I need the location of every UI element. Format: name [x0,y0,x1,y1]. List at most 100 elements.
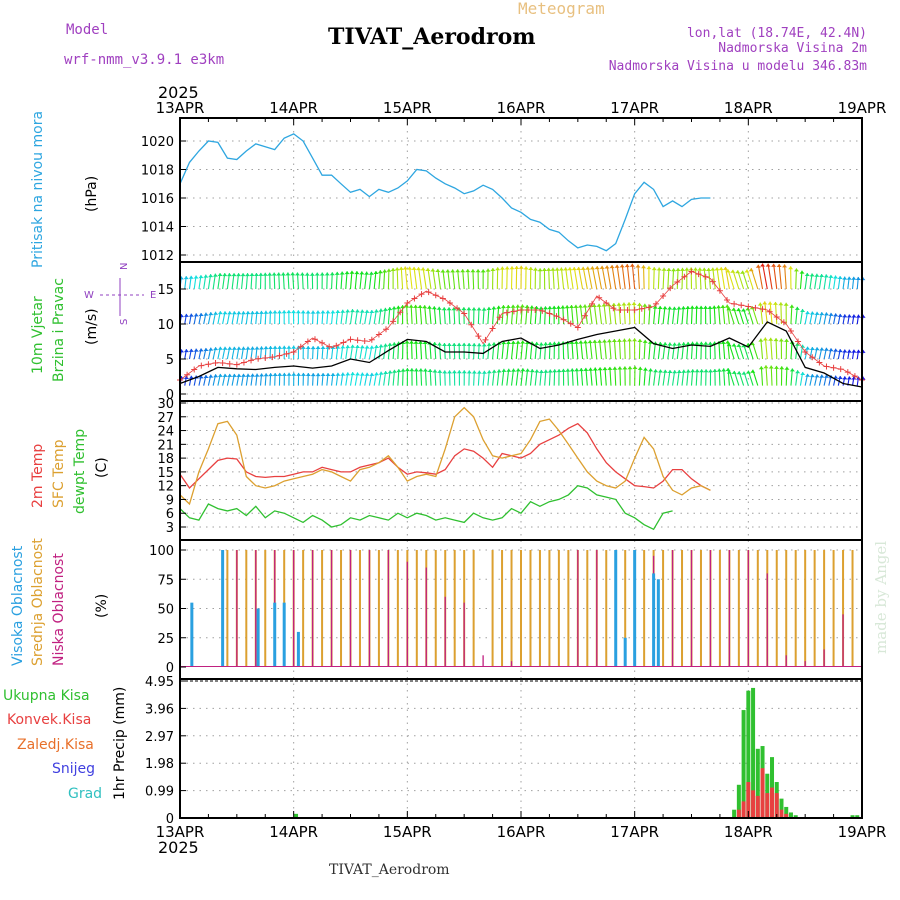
wind-arrowhead [471,343,477,347]
wind-arrowhead [183,375,189,379]
wind-arrowhead [515,304,521,308]
wind-arrowhead [325,373,331,377]
wind-arrowhead [587,367,593,371]
wind-arrowhead [267,310,273,314]
cloud-mid-bar [434,550,437,667]
wind-arrow [790,340,793,360]
wind-arrowhead [466,343,472,347]
wind-arrowhead [760,263,766,267]
wind-arrowhead [763,365,769,369]
wind-arrowhead [541,268,547,272]
cloud-low-bar [823,649,825,667]
wind-arrowhead [580,266,586,270]
wind-arrowhead [254,346,260,350]
wind-arrowhead [245,346,251,350]
wind-arrowhead [642,303,648,307]
wind-arrowhead [364,345,370,349]
wind-arrowhead [369,345,375,349]
wind-arrow [618,302,622,325]
clouds-tick-label: 25 [157,632,174,647]
cloud-mid-bar [813,550,816,667]
wind-arrowhead [814,374,820,378]
wind-arrowhead [329,272,335,276]
wind-arrow [593,303,598,325]
precip-total-bar [755,748,760,818]
wind-arrowhead [626,302,632,306]
wind-arrowhead [193,275,199,279]
wind-arrow [713,305,716,325]
wind-arrowhead [227,373,233,377]
wind-arrow [603,303,607,325]
wind-arrowhead [387,307,393,311]
wind-arrowhead [685,369,691,373]
wind-arrowhead [714,267,720,271]
wind-arrowhead [456,342,462,346]
wind-arrowhead [597,367,603,371]
wind-arrow [618,338,622,360]
wind-arrowhead [310,346,316,350]
wind-arrowhead [407,266,413,270]
wind-arrowhead [740,270,746,274]
wind-arrowhead [667,306,673,310]
wind-arrowhead [296,372,302,376]
wind-arrowhead [374,372,380,376]
wind-arrowhead [183,276,189,280]
wind-tick-label: 10 [157,318,174,333]
wind-arrowhead [395,305,401,309]
wind-arrowhead [324,272,330,276]
wind-arrowhead [731,307,737,311]
wind-arrowhead [828,274,834,278]
wind-arrowhead [824,312,830,316]
wind-arrowhead [272,373,278,377]
wind-arrowhead [611,303,617,307]
wind-arrowhead [837,375,843,379]
wind-arrowhead [567,267,573,271]
pressure-line [179,133,711,252]
wind-arrowhead [245,311,251,315]
cloud-low-bar [368,550,371,667]
wind-arrow [613,302,617,325]
wind-arrowhead [662,306,668,310]
wind-arrowhead [846,376,852,380]
wind-arrowhead [435,268,441,272]
wind-arrow [653,267,655,290]
wind-arrowhead [188,313,194,317]
elevation-2m-label: Nadmorska Visina 2m [718,41,867,56]
wind-arrowhead [842,314,848,318]
cloud-high-bar [256,608,260,667]
wind-arrowhead [250,346,256,350]
precip-tick-label: 3.96 [145,702,174,717]
wind-arrowhead [277,310,283,314]
wind-arrowhead [601,339,607,343]
wind-arrowhead [291,345,297,349]
wind-arrow [616,264,622,290]
wind-arrowhead [280,272,286,276]
wind-arrowhead [846,276,852,280]
wind-arrowhead [837,313,843,317]
wind-arrow [419,304,423,325]
wind-arrowhead [183,313,189,317]
precip-total-bar [746,690,751,818]
wind-arrowhead [339,271,345,275]
wind-arrow [642,265,645,290]
wind-arrowhead [637,339,643,343]
wind-arrowhead [720,340,726,344]
wind-arrow [442,269,446,290]
wind-arrowhead [188,348,194,352]
wind-arrowhead [556,369,562,373]
temp-unit: (C) [94,457,110,478]
wind-arrowhead [518,265,524,269]
clouds-tick-label: 100 [149,544,174,559]
cloud-mid-bar [396,550,399,667]
cloud-mid-bar [538,550,541,667]
wind-arrowhead [828,312,834,316]
wind-arrowhead [657,305,663,309]
wind-arrowhead [837,276,843,280]
cloud-high-bar [623,637,627,667]
wind-arrowhead [676,306,682,310]
wind-arrowhead [720,304,726,308]
axes-layer: 1012101410161018102005101536912151821242… [141,99,887,841]
wind-arrowhead [671,268,677,272]
wind-arrow [472,269,475,290]
wind-arrowhead [585,266,591,270]
